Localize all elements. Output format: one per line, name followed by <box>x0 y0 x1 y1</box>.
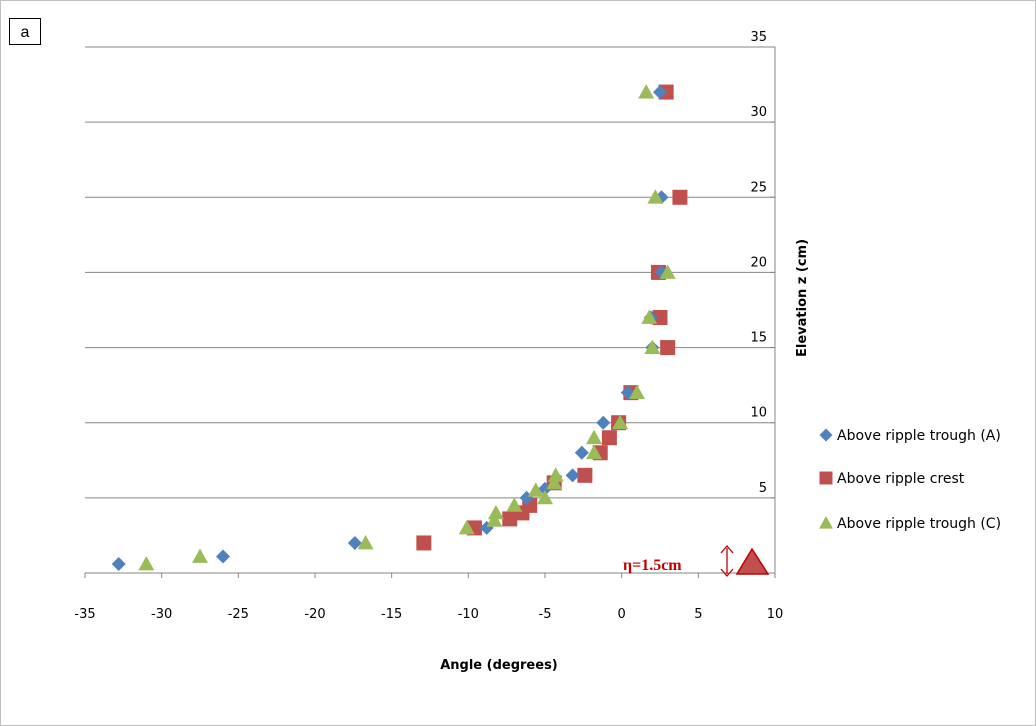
data-point-triangle <box>641 309 658 324</box>
x-tick-label: 5 <box>694 607 702 622</box>
y-tick-label: 30 <box>750 105 767 120</box>
legend-label: Above ripple crest <box>837 471 965 487</box>
data-point-triangle <box>192 548 208 563</box>
data-point-square <box>416 535 432 551</box>
data-point-triangle <box>586 444 603 460</box>
x-tick-label: -15 <box>381 607 402 622</box>
data-point-triangle <box>527 482 544 497</box>
data-point-diamond <box>565 468 580 483</box>
double-vertical-arrow-icon <box>720 545 734 577</box>
data-point-diamond <box>653 85 667 100</box>
data-point-triangle <box>357 534 374 550</box>
data-point-triangle <box>586 429 603 445</box>
legend-label: Above ripple trough (A) <box>837 428 1001 444</box>
data-point-square <box>672 189 688 205</box>
y-axis-title: Elevation z (cm) <box>795 239 810 357</box>
data-point-triangle <box>647 189 664 204</box>
data-point-triangle <box>638 84 655 99</box>
ripple-height-annotation: η=1.5cm <box>623 557 682 574</box>
y-tick-label: 5 <box>759 481 767 496</box>
data-point-triangle <box>486 512 503 527</box>
y-tick-label: 25 <box>750 180 767 195</box>
data-point-triangle <box>487 504 504 520</box>
y-tick-label: 35 <box>750 30 767 45</box>
data-point-square <box>601 430 617 446</box>
data-point-diamond <box>347 535 362 550</box>
data-point-triangle <box>506 497 523 512</box>
data-point-square <box>660 340 676 356</box>
x-tick-label: -30 <box>151 607 172 622</box>
data-point-triangle <box>546 474 563 490</box>
x-tick-label: 0 <box>618 607 626 622</box>
data-point-diamond <box>216 549 230 564</box>
legend-label: Above ripple trough (C) <box>837 516 1001 532</box>
panel-tag-box <box>9 18 41 45</box>
y-tick-label: 20 <box>750 255 767 270</box>
x-tick-label: -25 <box>228 607 249 622</box>
legend-marker-triangle <box>819 516 833 529</box>
data-point-triangle <box>547 467 564 482</box>
data-point-triangle <box>537 489 553 505</box>
y-tick-label: 15 <box>750 331 767 346</box>
axes: 5 10 15 20 25 30 35 -35 -30 -25 -20 -15 -10 -5 0 5 10 <box>74 30 783 622</box>
data-point-diamond <box>574 445 589 460</box>
triangle-icon <box>735 547 770 575</box>
data-point-square <box>652 310 668 326</box>
data-point-square <box>577 467 593 483</box>
x-tick-label: -5 <box>539 607 552 622</box>
x-axis-title: Angle (degrees) <box>440 658 558 673</box>
x-tick-label: 10 <box>767 607 784 622</box>
data-point-diamond <box>111 556 126 571</box>
data-points <box>111 84 688 571</box>
panel-tag: a <box>21 24 30 41</box>
legend-marker-diamond <box>819 428 833 442</box>
data-point-square <box>502 511 518 527</box>
data-point-triangle <box>659 264 676 279</box>
data-point-triangle <box>612 414 629 430</box>
data-point-triangle <box>644 339 661 354</box>
x-tick-label: -20 <box>304 607 325 622</box>
data-point-triangle <box>138 555 155 571</box>
x-tick-label: -35 <box>74 607 95 622</box>
data-point-triangle <box>629 384 645 400</box>
data-point-diamond <box>596 415 611 430</box>
x-tick-label: -10 <box>458 607 479 622</box>
data-point-triangle <box>458 519 475 535</box>
legend-marker-square <box>819 471 833 485</box>
y-tick-label: 10 <box>750 406 767 421</box>
legend: Above ripple trough (A) Above ripple cres… <box>819 428 1001 532</box>
